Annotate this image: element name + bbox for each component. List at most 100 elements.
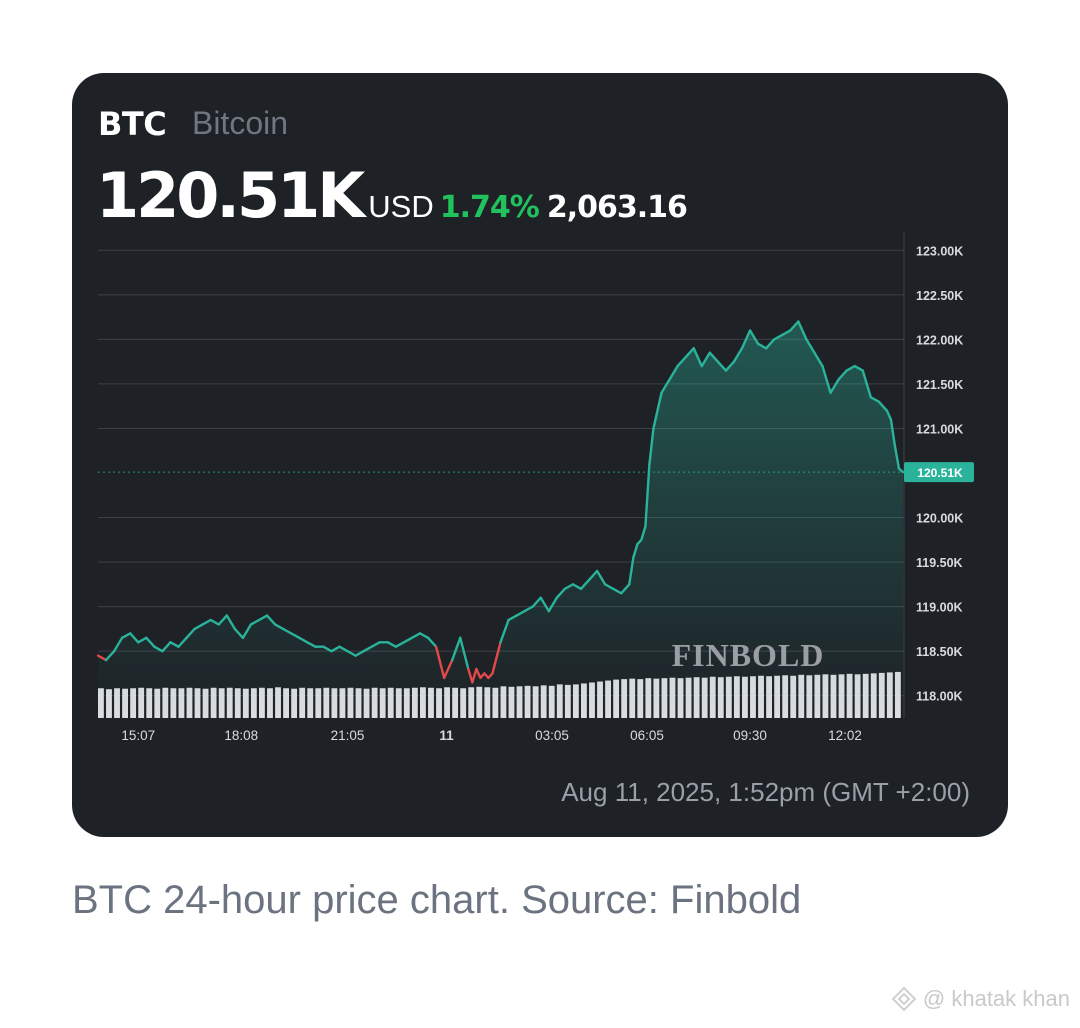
price-line-segment xyxy=(499,618,510,644)
chart-caption: BTC 24-hour price chart. Source: Finbold xyxy=(72,878,802,922)
x-tick-label: 11 xyxy=(439,728,454,743)
price-line-segment xyxy=(555,587,567,599)
price-line-segment xyxy=(676,355,687,368)
price-line-segment xyxy=(571,583,583,591)
price-line-segment xyxy=(281,627,293,635)
price-line-segment xyxy=(700,351,711,368)
price-line-segment xyxy=(805,338,816,354)
change-percent: 1.74% xyxy=(439,190,540,225)
y-tick-label: 121.50K xyxy=(916,378,963,392)
price-line-segment xyxy=(298,636,309,644)
x-tick-label: 06:05 xyxy=(630,728,664,743)
price-line-segment xyxy=(708,351,720,363)
chart-timestamp: Aug 11, 2025, 1:52pm (GMT +2:00) xyxy=(561,777,970,807)
price-line-segment xyxy=(161,641,172,653)
price-line-segment xyxy=(748,329,760,346)
price-line-segment xyxy=(789,320,800,332)
price-line-segment xyxy=(426,636,438,648)
price-chart: 123.00K 122.50K 122.00K 121.50K 121.00K 120.5… xyxy=(96,232,974,743)
price-line-segment xyxy=(265,614,277,626)
price-line-segment xyxy=(660,378,671,395)
price-line-segment xyxy=(217,614,229,626)
price-line-segment xyxy=(515,609,526,617)
price-line-segment xyxy=(153,645,164,653)
price-line-segment xyxy=(523,605,534,613)
price-line-segment xyxy=(773,333,784,341)
price-line-segment xyxy=(563,583,575,591)
asset-symbol: BTC xyxy=(98,105,167,143)
y-tick-label: 119.00K xyxy=(916,601,963,615)
price-line-segment xyxy=(306,641,317,648)
price-line-segment xyxy=(829,378,840,395)
x-tick-label: 18:08 xyxy=(224,728,258,743)
price-line-segment xyxy=(732,347,744,363)
asset-name: Bitcoin xyxy=(192,105,289,141)
y-tick-label: 122.00K xyxy=(916,333,963,347)
price-line-segment xyxy=(648,427,655,466)
y-tick-label: 123.00K xyxy=(916,244,963,258)
price-line-segment xyxy=(137,636,148,644)
price-line-segment xyxy=(418,632,430,640)
price-line-segment xyxy=(193,623,204,631)
price-line-segment xyxy=(716,360,728,372)
x-tick-label: 15:07 xyxy=(121,728,155,743)
price-line-segment xyxy=(547,596,559,613)
price-line-segment xyxy=(640,525,647,542)
price-line-segment xyxy=(386,641,398,648)
price-line-segment xyxy=(442,658,454,680)
price-line-segment xyxy=(724,360,736,372)
price-line-segment xyxy=(587,569,599,582)
price-line-segment xyxy=(764,338,776,350)
price-line-segment xyxy=(889,418,897,448)
price-line-segment xyxy=(257,614,269,622)
currency-label: USD xyxy=(368,189,434,224)
watermark: @ khatak khan xyxy=(891,986,1070,1012)
price-line-segment xyxy=(467,667,474,684)
finbold-logo: FINBOLD xyxy=(672,637,825,673)
price-line-segment xyxy=(797,320,808,341)
price-line-segment xyxy=(740,329,752,350)
y-tick-label: 118.50K xyxy=(916,645,963,659)
current-price: 120.51K xyxy=(96,159,365,232)
price-line-segment xyxy=(897,467,905,474)
price-line-segment xyxy=(249,618,261,626)
price-line-segment xyxy=(845,364,856,372)
price-line-segment xyxy=(289,632,301,640)
price-line-segment xyxy=(491,641,502,675)
price-line-segment xyxy=(322,645,333,653)
price-line-segment xyxy=(145,636,156,648)
x-tick-label: 12:02 xyxy=(828,728,862,743)
x-tick-label: 09:30 xyxy=(733,728,767,743)
price-line-segment xyxy=(821,364,832,395)
price-line-segment xyxy=(410,632,422,640)
price-line-segment xyxy=(346,649,357,657)
price-line-segment xyxy=(861,369,872,399)
price-line-segment xyxy=(96,654,108,662)
price-line-segment xyxy=(177,636,188,648)
price-line-segment xyxy=(209,618,220,626)
y-tick-label: 120.00K xyxy=(916,512,963,526)
y-tick-label: 119.50K xyxy=(916,556,963,570)
price-line-segment xyxy=(539,596,550,613)
price-line-segment xyxy=(169,641,180,648)
price-line-segment xyxy=(129,632,140,644)
price-line-segment xyxy=(813,351,824,368)
price-line-segment xyxy=(475,667,482,680)
price-line-segment xyxy=(330,645,341,653)
price-line-segment xyxy=(756,342,768,350)
price-line-segment xyxy=(612,587,623,595)
price-line-segment xyxy=(877,400,889,412)
price-line-segment xyxy=(507,614,518,622)
price-area xyxy=(98,321,903,718)
price-line-segment xyxy=(185,627,196,640)
price-line-segment xyxy=(434,645,446,680)
x-tick-label: 03:05 xyxy=(535,728,569,743)
y-tick-label: 118.00K xyxy=(916,690,963,704)
price-line-segment xyxy=(837,369,848,381)
price-line-segment xyxy=(104,649,116,662)
price-line-segment xyxy=(893,445,901,470)
price-card: BTC Bitcoin 120.51K USD 1.74% 2,063.16 1… xyxy=(72,73,1008,837)
price-row: 120.51K USD 1.74% 2,063.16 xyxy=(96,159,688,232)
current-price-label: 120.51K xyxy=(917,466,963,480)
price-line-segment xyxy=(471,667,478,684)
